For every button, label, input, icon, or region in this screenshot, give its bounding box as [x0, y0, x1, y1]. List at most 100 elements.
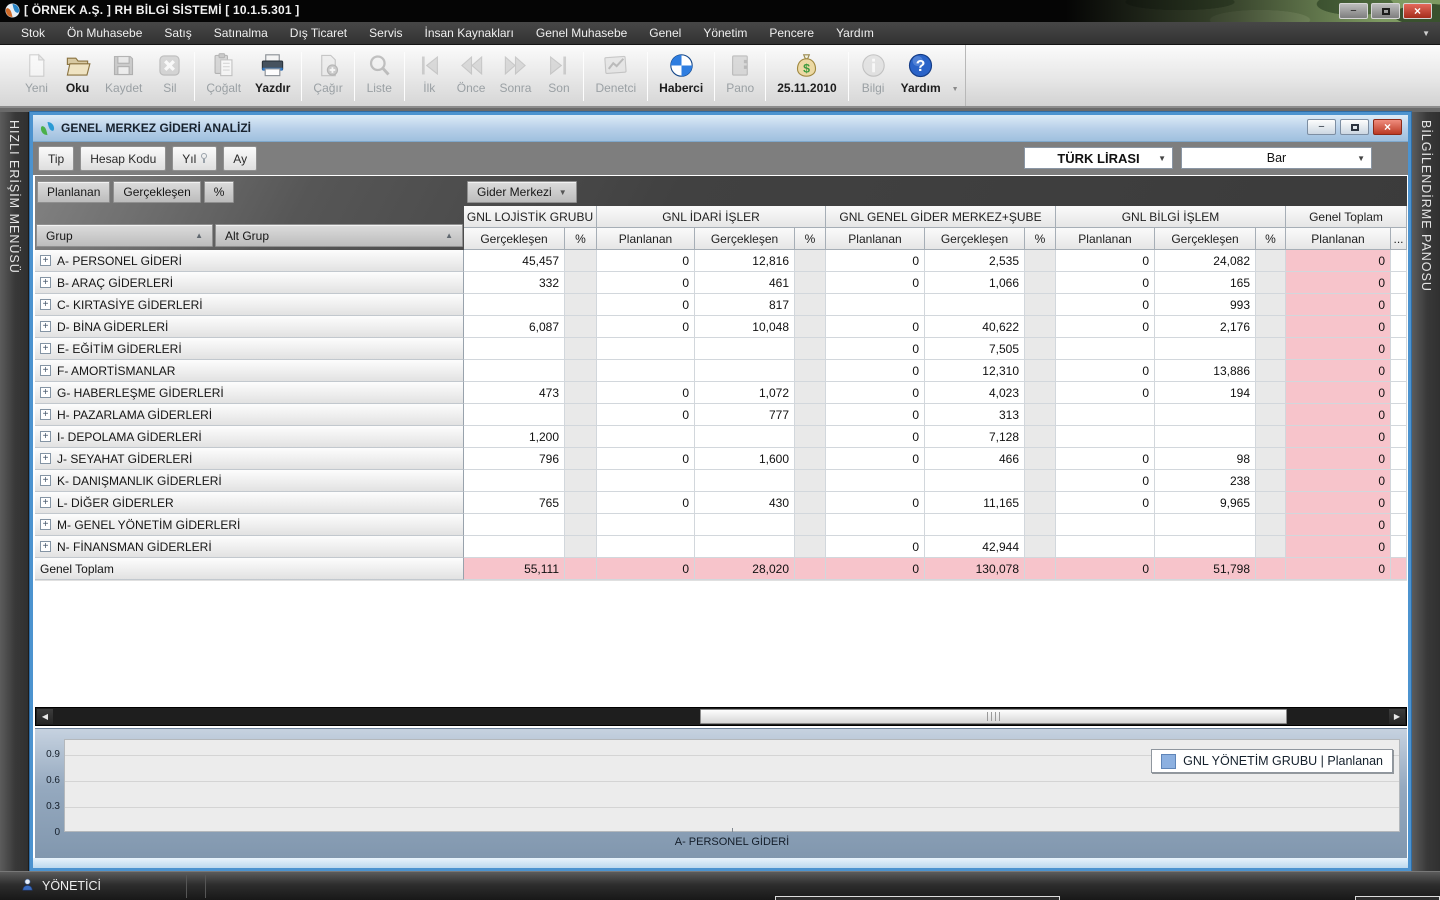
column-field-button[interactable]: Gider Merkezi ▼: [467, 181, 577, 203]
menu-item-7[interactable]: Genel Muhasebe: [535, 25, 628, 40]
close-button[interactable]: ×: [1403, 3, 1432, 19]
scrollbar-thumb[interactable]: [700, 709, 1287, 724]
current-user[interactable]: YÖNETİCİ: [20, 877, 101, 894]
doc-minimize-button[interactable]: −: [1307, 119, 1336, 135]
measure-button-0[interactable]: Planlanan: [37, 181, 111, 203]
filler-cell: [1391, 492, 1407, 514]
menu-item-5[interactable]: Servis: [369, 25, 403, 40]
doc-close-button[interactable]: ×: [1373, 119, 1402, 135]
total-col-cell: 0: [1286, 426, 1391, 448]
total-row-label[interactable]: Genel Toplam: [35, 558, 464, 580]
measure-button-1[interactable]: Gerçekleşen: [113, 181, 201, 203]
analysis-window-titlebar[interactable]: GENEL MERKEZ GİDERİ ANALİZİ − ×: [33, 115, 1408, 142]
toolbar-button-17[interactable]: ? Yardım: [894, 49, 948, 104]
toolbar-button-15[interactable]: $25.11.2010: [770, 49, 843, 104]
menu-item-0[interactable]: Stok: [21, 25, 46, 40]
row-label[interactable]: + F- AMORTİSMANLAR: [35, 360, 464, 382]
measure-button-2[interactable]: %: [203, 181, 235, 203]
row-label[interactable]: + B- ARAÇ GİDERLERİ: [35, 272, 464, 294]
menu-item-10[interactable]: Pencere: [769, 25, 815, 40]
row-label[interactable]: + G- HABERLEŞME GİDERLERİ: [35, 382, 464, 404]
column-header[interactable]: Gerçekleşen: [1155, 228, 1256, 250]
filter-button-0[interactable]: Tip: [38, 146, 75, 171]
toolbar-button-label: Çoğalt: [206, 81, 242, 95]
column-header[interactable]: Planlanan: [826, 228, 925, 250]
filter-button-2[interactable]: Yıl: [172, 146, 218, 171]
scroll-right-icon[interactable]: ▶: [1389, 709, 1405, 724]
scroll-left-icon[interactable]: ◀: [37, 709, 53, 724]
maximize-button[interactable]: [1371, 3, 1400, 19]
row-label[interactable]: + C- KIRTASİYE GİDERLERİ: [35, 294, 464, 316]
chart-type-select[interactable]: Bar ▼: [1181, 147, 1372, 169]
expand-icon[interactable]: +: [40, 387, 51, 398]
total-col-cell: 0: [1286, 382, 1391, 404]
expand-icon[interactable]: +: [40, 497, 51, 508]
column-header[interactable]: Gerçekleşen: [925, 228, 1025, 250]
expand-icon[interactable]: +: [40, 277, 51, 288]
column-header[interactable]: Gerçekleşen: [464, 228, 565, 250]
menu-item-1[interactable]: Ön Muhasebe: [67, 25, 143, 40]
info-panel[interactable]: BİLGİLENDİRME PANOSU: [1411, 112, 1440, 871]
expand-icon[interactable]: +: [40, 299, 51, 310]
row-label[interactable]: + H- PAZARLAMA GİDERLERİ: [35, 404, 464, 426]
menu-item-6[interactable]: İnsan Kaynakları: [424, 25, 514, 40]
expand-icon[interactable]: +: [40, 453, 51, 464]
expand-icon[interactable]: +: [40, 255, 51, 266]
toolbar-overflow-icon[interactable]: ▼: [951, 86, 959, 93]
menu-item-9[interactable]: Yönetim: [703, 25, 748, 40]
delete-x-icon: [156, 52, 183, 79]
row-label[interactable]: + L- DİĞER GİDERLER: [35, 492, 464, 514]
menu-overflow-icon[interactable]: ▼: [1422, 29, 1430, 38]
quick-access-panel[interactable]: HIZLI ERİŞİM MENÜSÜ: [0, 112, 29, 871]
filter-button-1[interactable]: Hesap Kodu: [80, 146, 167, 171]
column-group-header[interactable]: GNL BİLGİ İŞLEM: [1056, 206, 1286, 228]
expand-icon[interactable]: +: [40, 431, 51, 442]
row-label[interactable]: + J- SEYAHAT GİDERLERİ: [35, 448, 464, 470]
expand-icon[interactable]: +: [40, 409, 51, 420]
minimize-button[interactable]: −: [1339, 3, 1368, 19]
app-titlebar[interactable]: [ ÖRNEK A.Ş. ] RH BİLGİ SİSTEMİ [ 10.1.5…: [0, 0, 1440, 22]
toolbar-button-1[interactable]: Oku: [57, 49, 98, 104]
column-group-header[interactable]: GNL İDARİ İŞLER: [597, 206, 826, 228]
column-group-header[interactable]: GNL GENEL GİDER MERKEZ+ŞUBE: [826, 206, 1056, 228]
help-circle-icon: ?: [907, 52, 934, 79]
duplicate-doc-icon: [210, 52, 237, 79]
doc-restore-button[interactable]: [1340, 119, 1369, 135]
row-label[interactable]: + A- PERSONEL GİDERİ: [35, 250, 464, 272]
column-header[interactable]: ...: [1391, 228, 1407, 250]
menu-item-8[interactable]: Genel: [649, 25, 682, 40]
menu-item-2[interactable]: Satış: [164, 25, 192, 40]
column-group-header[interactable]: GNL LOJİSTİK GRUBU: [464, 206, 597, 228]
column-group-header[interactable]: Genel Toplam: [1286, 206, 1407, 228]
column-header[interactable]: Planlanan: [1056, 228, 1155, 250]
expand-icon[interactable]: +: [40, 475, 51, 486]
column-header[interactable]: %: [1025, 228, 1056, 250]
column-header[interactable]: Planlanan: [597, 228, 695, 250]
column-header[interactable]: Planlanan: [1286, 228, 1391, 250]
expand-icon[interactable]: +: [40, 343, 51, 354]
row-label[interactable]: + I- DEPOLAMA GİDERLERİ: [35, 426, 464, 448]
expand-icon[interactable]: +: [40, 541, 51, 552]
column-header[interactable]: %: [795, 228, 826, 250]
row-label[interactable]: + D- BİNA GİDERLERİ: [35, 316, 464, 338]
toolbar-button-5[interactable]: Yazdır: [248, 49, 297, 104]
column-header[interactable]: %: [565, 228, 597, 250]
expand-icon[interactable]: +: [40, 519, 51, 530]
row-label[interactable]: + N- FİNANSMAN GİDERLERİ: [35, 536, 464, 558]
row-field-grup[interactable]: Grup ▲: [36, 224, 213, 247]
expand-icon[interactable]: +: [40, 365, 51, 376]
column-header[interactable]: %: [1256, 228, 1286, 250]
filter-button-3[interactable]: Ay: [223, 146, 258, 171]
expand-icon[interactable]: +: [40, 321, 51, 332]
row-field-altgrup[interactable]: Alt Grup ▲: [215, 224, 463, 247]
row-label[interactable]: + E- EĞİTİM GİDERLERİ: [35, 338, 464, 360]
horizontal-scrollbar[interactable]: ◀ ▶: [35, 707, 1407, 726]
row-label[interactable]: + M- GENEL YÖNETİM GİDERLERİ: [35, 514, 464, 536]
toolbar-button-13[interactable]: Haberci: [652, 49, 710, 104]
column-header[interactable]: Gerçekleşen: [695, 228, 795, 250]
menu-item-3[interactable]: Satınalma: [213, 25, 268, 40]
menu-item-11[interactable]: Yardım: [836, 25, 874, 40]
menu-item-4[interactable]: Dış Ticaret: [289, 25, 348, 40]
currency-select[interactable]: TÜRK LİRASI ▼: [1024, 147, 1173, 169]
row-label[interactable]: + K- DANIŞMANLIK GİDERLERİ: [35, 470, 464, 492]
